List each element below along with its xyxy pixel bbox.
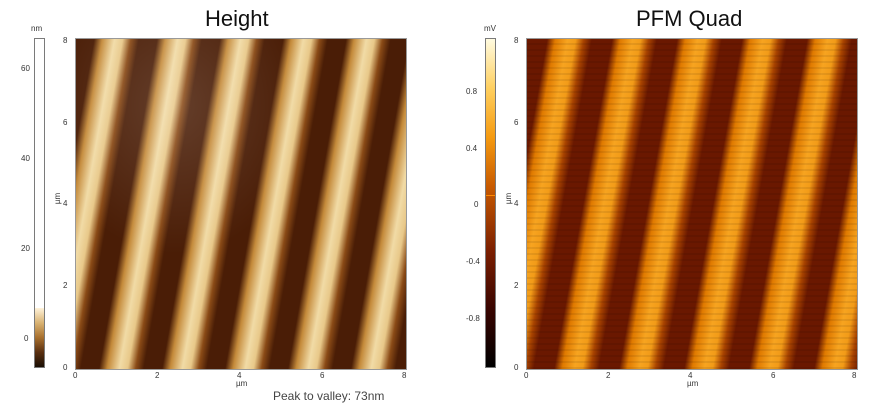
height-y-tick: 6 (63, 118, 68, 127)
pfm-colorbar-zero-mark (486, 195, 495, 196)
pfm-colorbar-tick: 0.4 (466, 144, 478, 153)
height-afm-image (75, 38, 407, 370)
pfm-colorbar-tick: -0.4 (466, 257, 480, 266)
pfm-y-tick: 8 (514, 36, 519, 45)
height-colorbar-tick: 20 (21, 244, 30, 253)
height-y-tick: 8 (63, 36, 68, 45)
height-x-unit: µm (236, 379, 248, 388)
pfm-quad-image (526, 38, 858, 370)
height-x-tick: 2 (155, 371, 160, 380)
pfm-x-tick: 6 (771, 371, 776, 380)
height-colorbar-gradient (35, 308, 44, 367)
pfm-colorbar-tick: -0.8 (466, 314, 480, 323)
height-colorbar-tick: 40 (21, 154, 30, 163)
height-y-unit: µm (53, 192, 63, 205)
pfm-colorbar-tick: 0 (474, 200, 479, 209)
pfm-colorbar (485, 38, 496, 368)
height-colorbar-tick: 0 (24, 334, 29, 343)
height-x-tick: 6 (320, 371, 325, 380)
height-colorbar-empty (35, 39, 44, 310)
pfm-x-unit: µm (687, 379, 699, 388)
height-y-tick: 4 (63, 199, 68, 208)
height-colorbar (34, 38, 45, 368)
pfm-colorbar-unit: mV (484, 24, 496, 33)
pfm-x-tick: 0 (524, 371, 529, 380)
height-x-tick: 4 (237, 371, 242, 380)
height-title: Height (205, 6, 269, 31)
height-y-tick: 2 (63, 281, 68, 290)
height-x-tick: 0 (73, 371, 78, 380)
pfm-y-tick: 2 (514, 281, 519, 290)
peak-to-valley-caption: Peak to valley: 73nm (273, 389, 385, 403)
pfm-x-tick: 4 (688, 371, 693, 380)
pfm-y-tick: 4 (514, 199, 519, 208)
height-y-tick: 0 (63, 363, 68, 372)
height-x-tick: 8 (402, 371, 407, 380)
pfm-y-tick: 0 (514, 363, 519, 372)
pfm-x-tick: 8 (852, 371, 857, 380)
pfm-colorbar-tick: 0.8 (466, 87, 478, 96)
pfm-y-unit: µm (504, 192, 514, 205)
pfm-x-tick: 2 (606, 371, 611, 380)
pfm-y-tick: 6 (514, 118, 519, 127)
height-colorbar-unit: nm (31, 24, 43, 33)
pfm-quad-title: PFM Quad (636, 6, 743, 31)
height-colorbar-tick: 60 (21, 64, 30, 73)
